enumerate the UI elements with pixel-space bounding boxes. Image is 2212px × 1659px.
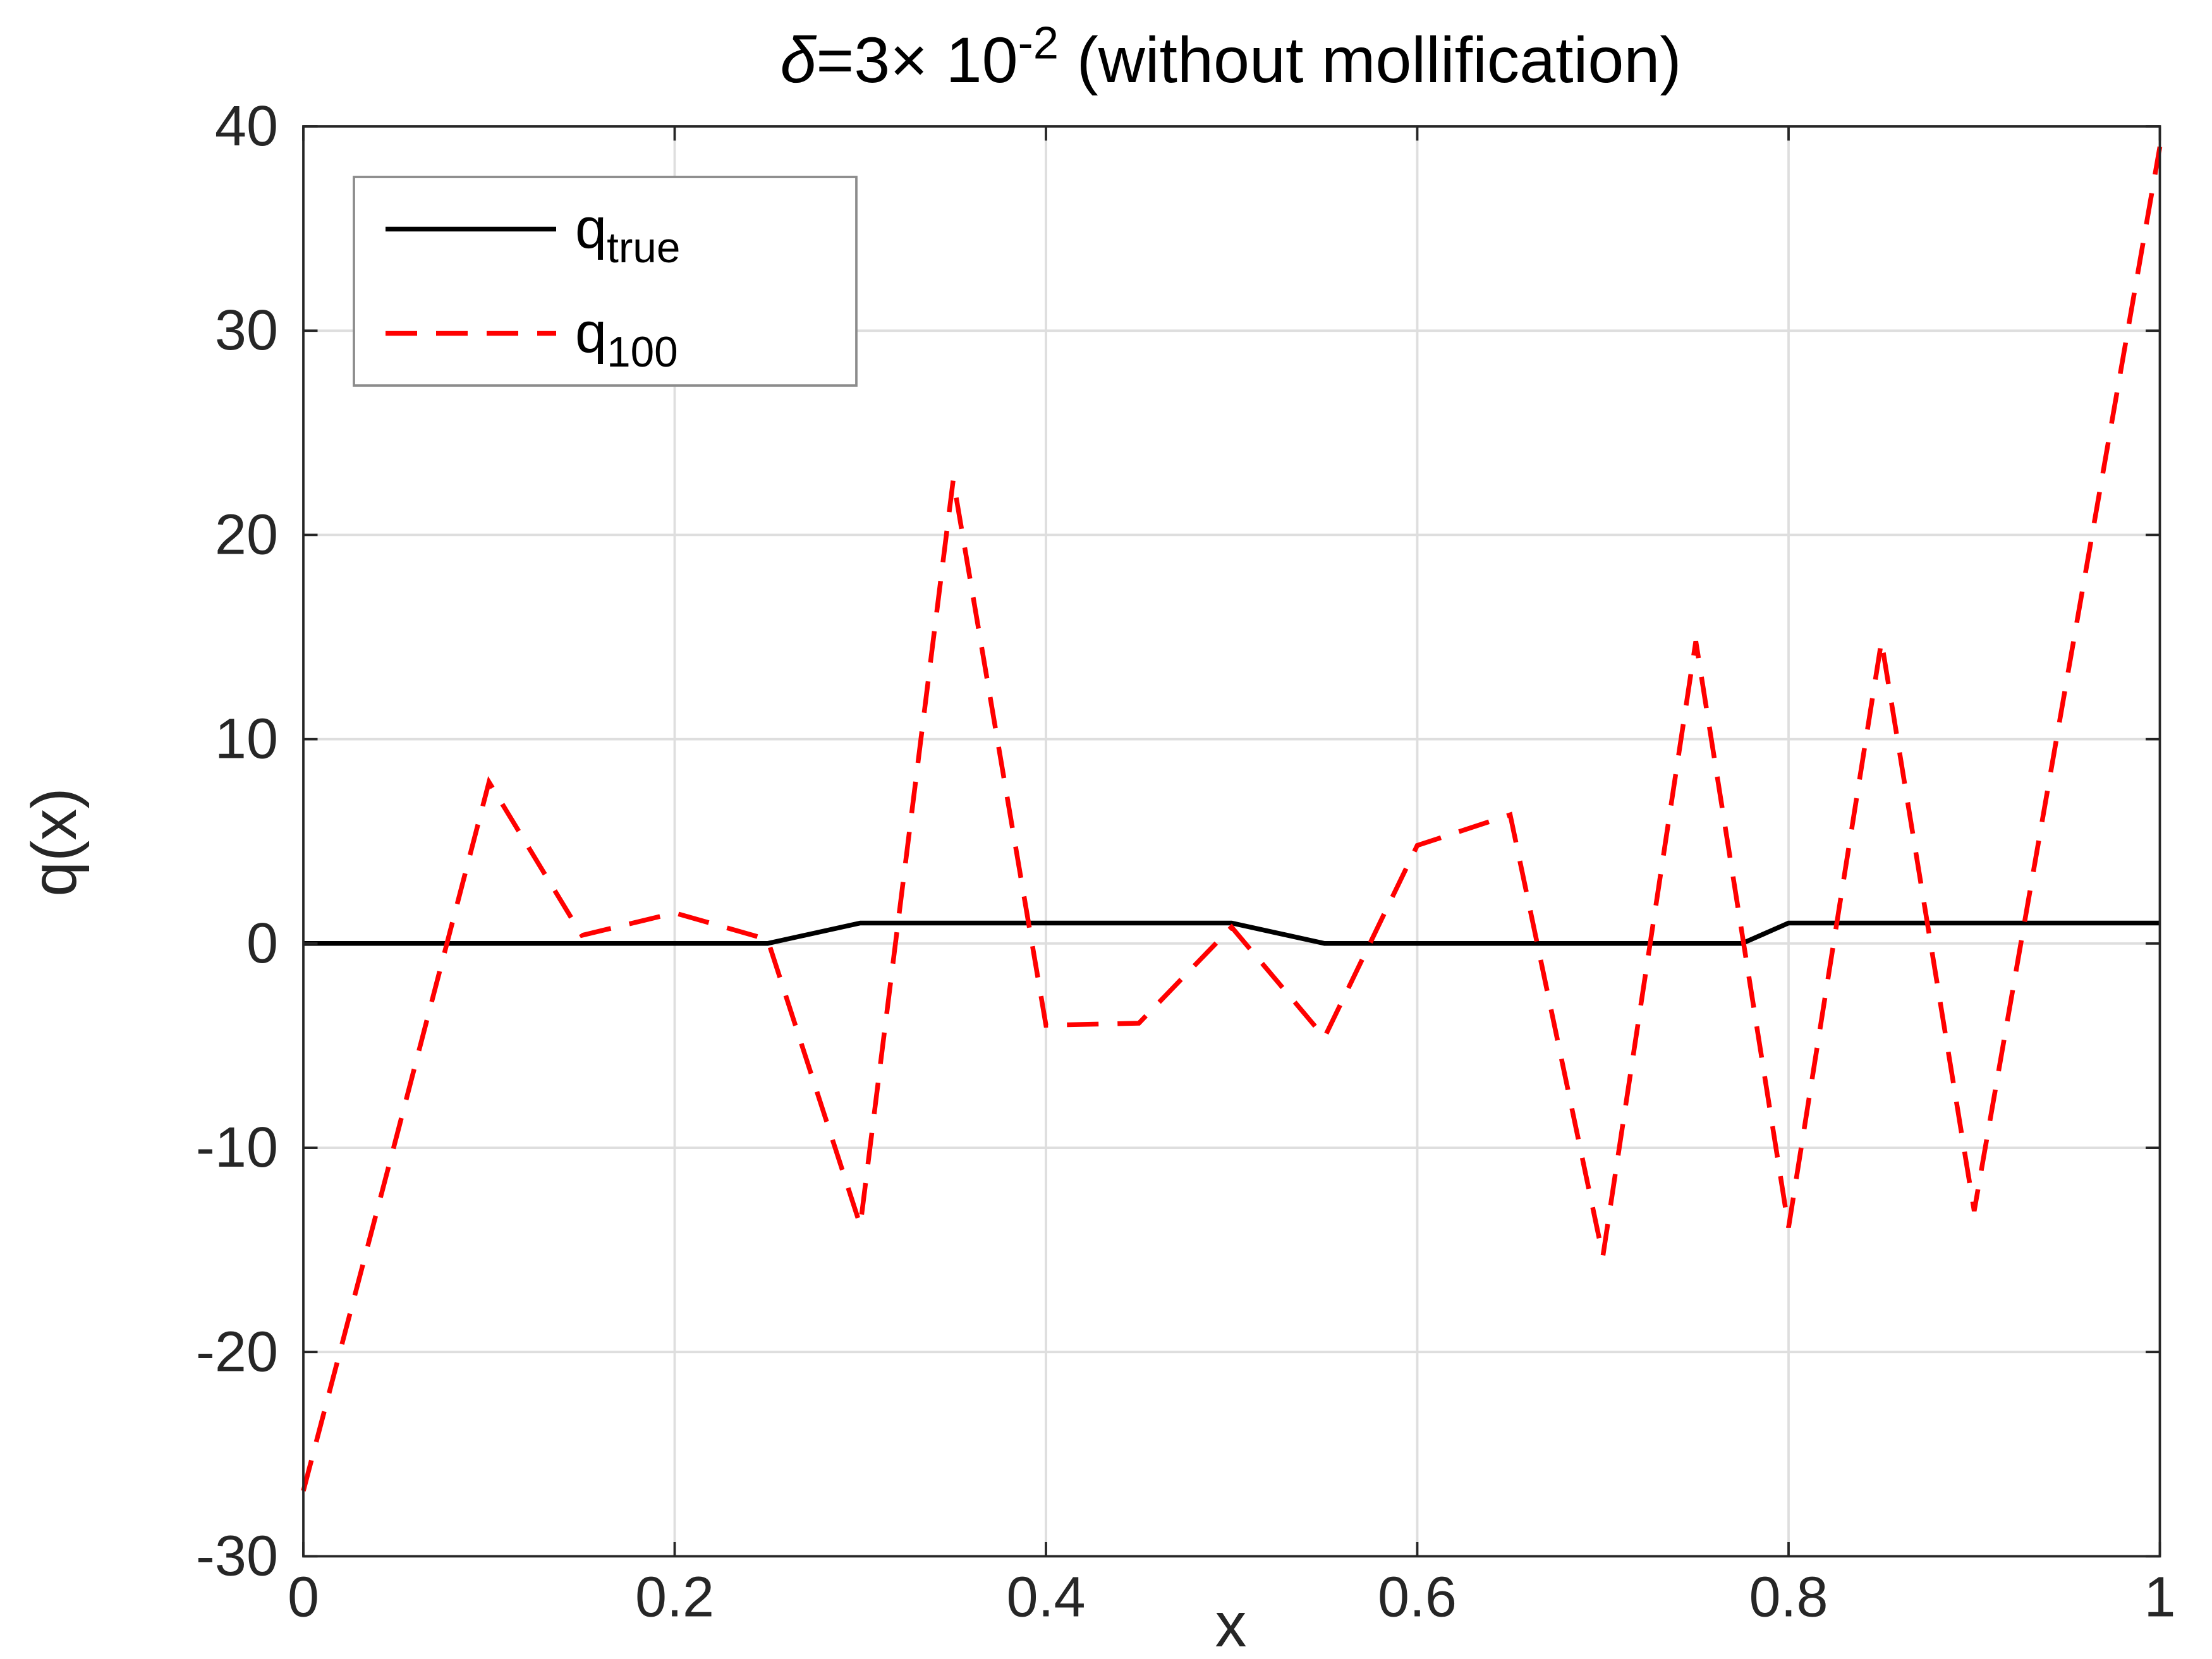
x-tick-label: 0.6 (1378, 1566, 1457, 1629)
legend-label-subscript-q_100: 100 (607, 329, 678, 376)
legend: qtrueq100 (354, 177, 856, 386)
x-tick-label: 1 (2144, 1566, 2175, 1629)
legend-label-base-q_100: q (575, 302, 607, 365)
y-tick-label: -10 (196, 1116, 278, 1179)
y-tick-label: -20 (196, 1320, 278, 1383)
line-chart: 0 0.2 0.4 0.6 0.8 1 -30 -20 -10 0 10 20 30 40 δ=3× 10… (0, 0, 2212, 1659)
y-tick-label: -30 (196, 1525, 278, 1588)
y-axis-label: q(x) (19, 787, 90, 896)
y-tick-label: 0 (246, 912, 278, 975)
x-tick-label: 0.2 (635, 1566, 714, 1629)
chart-title: δ=3× 10-2 (without mollification) (780, 18, 1681, 97)
y-tick-label: 10 (215, 708, 278, 771)
title-suffix: (without mollification) (1059, 23, 1681, 96)
x-tick-label: 0.8 (1749, 1566, 1828, 1629)
title-exponent: -2 (1018, 18, 1059, 69)
title-mid-text: =3× 10 (816, 23, 1018, 96)
x-tick-label: 0.4 (1006, 1566, 1085, 1629)
y-tick-label: 30 (215, 299, 278, 362)
x-axis-label: x (1215, 1589, 1247, 1659)
x-tick-label: 0 (288, 1566, 319, 1629)
legend-label-subscript-q_true: true (607, 224, 680, 272)
legend-label-base-q_true: q (575, 198, 607, 261)
y-tick-label: 20 (215, 503, 278, 566)
figure-window: 0 0.2 0.4 0.6 0.8 1 -30 -20 -10 0 10 20 30 40 δ=3× 10… (0, 0, 2212, 1659)
y-tick-label: 40 (215, 95, 278, 158)
title-delta-symbol: δ (780, 23, 817, 96)
